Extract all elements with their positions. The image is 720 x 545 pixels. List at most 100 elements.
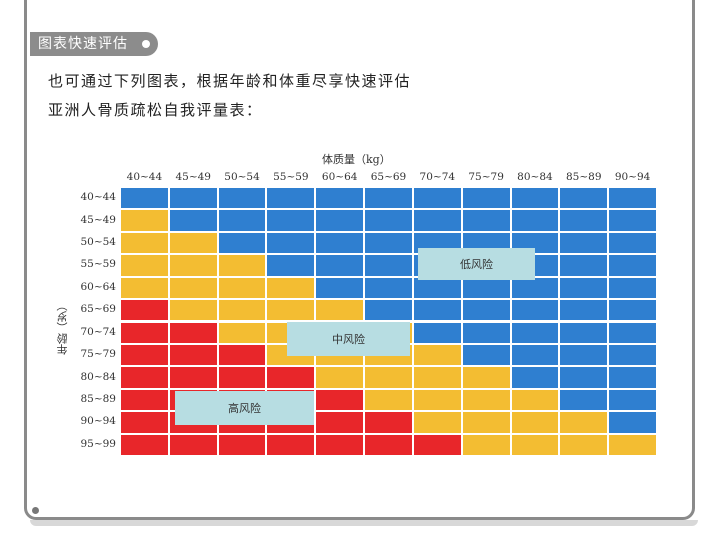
heatmap-cell — [217, 366, 267, 389]
heatmap-cell — [120, 254, 169, 277]
heatmap-cell — [608, 411, 657, 434]
heatmap-cell — [315, 209, 365, 232]
heatmap-cell — [364, 388, 413, 412]
heatmap-cell — [364, 254, 413, 277]
heatmap-cell — [510, 366, 560, 389]
heatmap-cell — [120, 366, 169, 389]
heatmap-cell — [217, 433, 267, 456]
y-tick-label: 75~79 — [80, 348, 116, 361]
heatmap-cell — [461, 411, 511, 434]
heatmap-cell — [461, 276, 511, 300]
heatmap-cell — [266, 276, 316, 300]
heatmap-cell — [266, 209, 316, 232]
x-tick-label: 90~94 — [614, 171, 651, 183]
heatmap-cell — [559, 411, 609, 434]
heatmap-cell — [364, 411, 413, 434]
heatmap-cell — [168, 209, 218, 232]
heatmap-cell — [266, 231, 316, 255]
heatmap-cell — [266, 299, 316, 322]
heatmap-cell — [608, 254, 657, 277]
heatmap-cell — [510, 209, 560, 232]
x-tick-label: 50~54 — [224, 171, 260, 183]
heatmap-cell — [120, 388, 169, 412]
heatmap-cell — [412, 299, 462, 322]
heatmap-cell — [510, 343, 560, 367]
zone-label-low: 低风险 — [418, 248, 535, 280]
x-axis-title: 体质量（kg） — [322, 153, 391, 166]
heatmap-cell — [120, 299, 169, 322]
heatmap-cell — [559, 276, 609, 300]
heatmap-cell — [559, 187, 609, 210]
zone-label-medium: 中风险 — [287, 322, 410, 356]
heatmap-cell — [217, 254, 267, 277]
heatmap-cell — [510, 388, 560, 412]
heatmap-cell — [315, 366, 365, 389]
card-shadow — [30, 520, 698, 526]
corner-dot-icon — [32, 507, 39, 514]
heatmap-cell — [315, 388, 365, 412]
y-tick-label: 70~74 — [80, 325, 116, 338]
heatmap-cell — [168, 187, 218, 210]
heatmap-cell — [608, 366, 657, 389]
heatmap-cell — [120, 343, 169, 367]
heatmap-cell — [510, 321, 560, 344]
heatmap-cell — [120, 209, 169, 232]
y-tick-label: 60~64 — [80, 280, 116, 293]
heatmap-cell — [412, 411, 462, 434]
y-tick-label: 40~44 — [80, 191, 116, 204]
y-tick-label: 85~89 — [80, 392, 116, 405]
heatmap-cell — [559, 433, 609, 456]
heatmap-cell — [559, 343, 609, 367]
heatmap-cell — [608, 209, 657, 232]
heatmap-cell — [315, 254, 365, 277]
heatmap-cell — [559, 299, 609, 322]
x-tick-label: 60~64 — [321, 171, 358, 183]
heatmap-cell — [168, 254, 218, 277]
y-tick-label: 95~99 — [80, 437, 116, 450]
heatmap-cell — [364, 299, 413, 322]
heatmap-cell — [266, 433, 316, 456]
heatmap-cell — [608, 231, 657, 255]
heatmap-cell — [120, 411, 169, 434]
x-tick-label: 55~59 — [273, 171, 309, 183]
heatmap-cell — [217, 209, 267, 232]
heatmap-cell — [364, 366, 413, 389]
heatmap-cell — [461, 388, 511, 412]
y-tick-label: 65~69 — [80, 303, 116, 316]
heatmap-cell — [168, 299, 218, 322]
heatmap-cell — [608, 187, 657, 210]
heatmap-cell — [461, 321, 511, 344]
heatmap-cell — [559, 321, 609, 344]
x-tick-label: 80~84 — [517, 171, 553, 183]
heatmap-cell — [510, 411, 560, 434]
heatmap-cell — [266, 366, 316, 389]
x-tick-label: 65~69 — [370, 171, 407, 183]
heatmap-cell — [412, 388, 462, 412]
intro-line-1: 也可通过下列图表，根据年龄和体重尽享快速评估 — [48, 72, 412, 90]
heatmap-cell — [168, 343, 218, 367]
heatmap-cell — [412, 187, 462, 210]
heatmap-cell — [315, 299, 365, 322]
heatmap-cell — [168, 433, 218, 456]
heatmap-cell — [120, 231, 169, 255]
heatmap-cell — [168, 321, 218, 344]
heatmap-cell — [461, 299, 511, 322]
section-tag: 图表快速评估 — [30, 32, 158, 56]
heatmap-cell — [315, 433, 365, 456]
heatmap-cell — [217, 321, 267, 344]
y-tick-label: 90~94 — [80, 415, 116, 428]
heatmap-cell — [217, 187, 267, 210]
heatmap-cell — [120, 433, 169, 456]
heatmap-cell — [120, 276, 169, 300]
zone-label-high: 高风险 — [175, 391, 314, 425]
heatmap-cell — [315, 411, 365, 434]
heatmap-cell — [412, 209, 462, 232]
heatmap-cell — [217, 299, 267, 322]
heatmap-cell — [608, 299, 657, 322]
heatmap-cell — [168, 276, 218, 300]
tag-dot-icon — [142, 40, 150, 48]
y-tick-label: 50~54 — [80, 236, 116, 249]
heatmap-cell — [266, 187, 316, 210]
heatmap-cell — [510, 187, 560, 210]
heatmap-cell — [510, 433, 560, 456]
